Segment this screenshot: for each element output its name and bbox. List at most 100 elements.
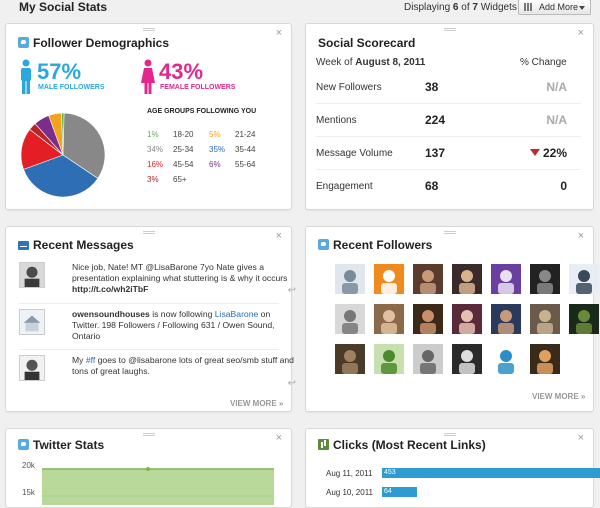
widget-title: Follower Demographics (18, 36, 169, 50)
age-groups-title: AGE GROUPS FOLLOWING YOU (147, 108, 257, 115)
age-group-item: 35% 35-44 (209, 145, 265, 154)
scorecard-metric-value: 137 (425, 146, 446, 160)
dashboard-header: My Social Stats Displaying 6 of 7 Widget… (0, 0, 600, 18)
scorecard-metric-change: 22% (506, 146, 567, 160)
follower-avatar[interactable] (530, 264, 560, 294)
widget-title: Twitter Stats (18, 438, 104, 452)
age-group-item: 5% 21-24 (209, 130, 265, 139)
twitter-icon (318, 239, 329, 250)
drag-handle[interactable] (142, 433, 155, 436)
age-group-item: 1% 18-20 (147, 130, 203, 139)
age-group-percent: 5% (209, 130, 221, 139)
follower-avatar[interactable] (335, 344, 365, 374)
widget-title: Clicks (Most Recent Links) (318, 438, 486, 452)
follower-avatar[interactable] (569, 264, 599, 294)
drag-handle[interactable] (142, 28, 155, 31)
social-scorecard-widget: × Social Scorecard Week of August 8, 201… (305, 23, 594, 210)
pie-slice (23, 154, 99, 198)
clicks-widget: × Clicks (Most Recent Links) Aug 11, 201… (305, 428, 600, 508)
follower-avatar[interactable] (491, 264, 521, 294)
follower-avatar[interactable] (335, 264, 365, 294)
divider (316, 103, 581, 104)
follower-avatar[interactable] (374, 264, 404, 294)
twitter-icon (18, 37, 29, 48)
reply-icon[interactable]: ↩ (287, 378, 296, 389)
follower-avatar[interactable] (530, 344, 560, 374)
widget-title: Recent Messages (18, 238, 134, 252)
female-label: FEMALE FOLLOWERS (160, 84, 236, 91)
view-more-link[interactable]: VIEW MORE » (230, 399, 284, 408)
add-more-button[interactable]: Add More (518, 0, 591, 15)
follower-avatar[interactable] (530, 304, 560, 334)
follower-avatar[interactable] (569, 304, 599, 334)
female-percentage: 43% (159, 59, 204, 84)
scorecard-metric-change: 0 (560, 179, 567, 193)
scorecard-metric-label: Engagement (316, 181, 373, 192)
close-icon[interactable]: × (275, 27, 282, 39)
scorecard-metric-change: N/A (546, 113, 567, 127)
followers-area-chart (42, 467, 274, 505)
follower-avatar[interactable] (491, 304, 521, 334)
scorecard-metric-value: 224 (425, 113, 446, 127)
age-group-range: 21-24 (235, 130, 256, 139)
age-group-range: 45-54 (173, 160, 194, 169)
change-header: % Change (520, 57, 567, 68)
follower-avatar[interactable] (413, 344, 443, 374)
follower-avatar[interactable] (452, 344, 482, 374)
follower-avatar[interactable] (374, 344, 404, 374)
grid-icon (524, 3, 533, 11)
click-bar[interactable]: 64 (382, 487, 417, 497)
follower-avatar[interactable] (413, 264, 443, 294)
close-icon[interactable]: × (577, 230, 584, 242)
male-icon (21, 59, 31, 94)
hashtag-link[interactable]: #ff (85, 355, 96, 365)
drag-handle[interactable] (443, 231, 456, 234)
chevron-down-icon (579, 6, 585, 10)
close-icon[interactable]: × (577, 27, 584, 39)
age-group-range: 65+ (173, 175, 187, 184)
drag-handle[interactable] (142, 231, 155, 234)
close-icon[interactable]: × (577, 432, 584, 444)
avatar (19, 309, 45, 335)
age-group-percent: 6% (209, 160, 221, 169)
scorecard-metric-value: 68 (425, 179, 439, 193)
scorecard-metric-label: New Followers (316, 82, 382, 93)
age-group-percent: 16% (147, 160, 164, 169)
message-link[interactable]: http://t.co/wh2iTbF (72, 284, 149, 294)
divider (316, 136, 581, 137)
message-item: My #ff goes to @lisabarone lots of great… (19, 355, 296, 391)
divider (19, 303, 279, 304)
recent-followers-widget: × Recent Followers VIEW MORE » (305, 226, 599, 412)
follower-avatar[interactable] (491, 344, 521, 374)
message-text: My #ff goes to @lisabarone lots of great… (72, 355, 294, 376)
age-group-item: 34% 25-34 (147, 145, 203, 154)
female-icon (141, 59, 155, 94)
click-bar[interactable]: 453 (382, 468, 600, 478)
week-label: Week of August 8, 2011 (316, 57, 426, 68)
click-date: Aug 10, 2011 (326, 488, 374, 497)
follower-demographics-widget: × Follower Demographics 57% MALE FOLLOWE… (5, 23, 292, 210)
reply-icon[interactable]: ↩ (287, 285, 296, 296)
age-group-range: 18-20 (173, 130, 194, 139)
drag-handle[interactable] (443, 28, 456, 31)
follower-avatar[interactable] (452, 304, 482, 334)
follower-avatar[interactable] (452, 264, 482, 294)
follower-avatar[interactable] (413, 304, 443, 334)
age-group-percent: 35% (209, 145, 226, 154)
follower-avatar[interactable] (335, 304, 365, 334)
age-group-range: 25-34 (173, 145, 194, 154)
follower-link[interactable]: LisaBarone (214, 309, 259, 319)
male-percentage: 57% (37, 59, 82, 84)
chart-icon (318, 439, 329, 450)
close-icon[interactable]: × (275, 230, 282, 242)
avatar (19, 262, 45, 288)
y-axis-label: 20k (22, 461, 35, 470)
view-more-link[interactable]: VIEW MORE » (532, 392, 586, 401)
age-group-item: 6% 55-64 (209, 160, 265, 169)
drag-handle[interactable] (443, 433, 456, 436)
follower-avatar[interactable] (374, 304, 404, 334)
age-group-item: 16% 45-54 (147, 160, 203, 169)
close-icon[interactable]: × (275, 432, 282, 444)
age-group-item: 3% 65+ (147, 175, 203, 184)
down-arrow-icon (529, 149, 540, 156)
